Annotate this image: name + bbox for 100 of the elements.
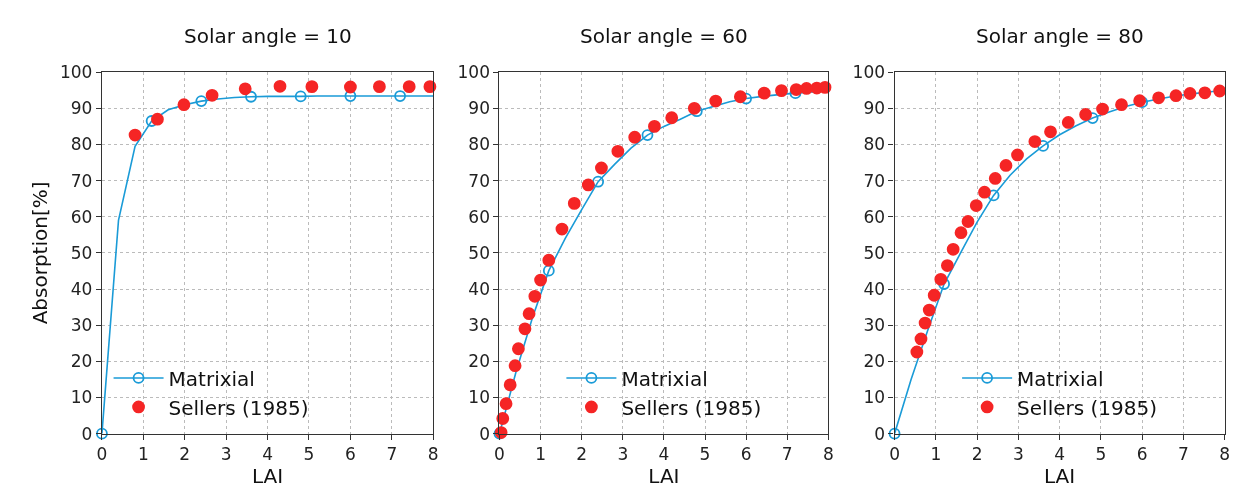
chart-title: Solar angle = 80 [976,24,1144,48]
point [961,215,975,228]
x-tick-label: 5 [1095,444,1107,465]
x-tick-label: 6 [740,444,752,465]
point [757,86,771,100]
point [503,378,517,392]
point [534,273,547,287]
point [344,80,357,94]
point [648,120,661,133]
point [96,427,108,440]
point [344,90,357,102]
point [818,80,832,94]
point [273,79,287,93]
legend-label: Matrixial [168,366,255,391]
y-tick-label: 20 [70,351,93,372]
point [927,288,941,302]
y-tick-label: 60 [863,206,886,227]
point [978,185,991,199]
point [1044,125,1057,139]
point [151,112,164,126]
y-tick-label: 10 [863,387,886,408]
point [1198,86,1212,100]
point [789,83,803,96]
legend-label: Sellers (1985) [168,395,309,420]
y-tick-label: 50 [70,242,93,263]
point [1086,112,1099,124]
point [999,159,1013,172]
point [128,128,142,142]
chart-title: Solar angle = 10 [184,24,352,48]
legend-label: Sellers (1985) [1017,395,1158,420]
point [205,88,219,102]
y-tick-label: 60 [70,206,93,227]
y-tick-label: 90 [863,98,886,119]
y-tick-label: 40 [468,279,490,300]
x-tick-label: 8 [822,444,834,465]
y-tick-label: 40 [70,279,93,300]
x-tick-label: 2 [971,444,983,465]
y-tick-label: 0 [81,423,93,444]
point [402,80,416,94]
point [946,242,960,256]
point [1115,98,1128,112]
point [1028,135,1042,148]
x-tick-label: 2 [576,444,588,465]
point [1037,140,1050,152]
point [709,94,723,108]
point [940,259,954,272]
y-tick-label: 70 [70,170,93,191]
y-tick-label: 40 [863,279,886,300]
point [1011,148,1024,162]
point [555,222,569,236]
point [1061,116,1075,129]
x-tick-label: 7 [781,444,793,465]
point [1169,89,1183,103]
point [938,278,950,290]
point [687,101,701,115]
x-tick-label: 5 [699,444,711,465]
point [987,189,1000,202]
y-tick-label: 80 [70,134,93,155]
x-axis-title: LAI [648,464,680,489]
y-tick-label: 50 [468,242,490,263]
x-tick-label: 3 [1012,444,1024,465]
point [628,130,642,144]
point [499,397,513,411]
point [1183,87,1197,100]
point [238,82,252,96]
point [910,345,924,359]
x-tick-label: 7 [1177,444,1189,465]
y-tick-label: 30 [468,315,490,336]
x-axis-title: LAI [1044,464,1076,489]
x-tick-label: 6 [344,444,356,465]
y-tick-label: 30 [70,315,93,336]
point [918,316,932,330]
y-tick-label: 100 [457,62,490,83]
point [592,175,605,188]
point [508,359,522,373]
point [733,90,747,104]
y-tick-label: 50 [863,242,886,263]
y-tick-label: 100 [852,62,886,83]
point [969,199,983,212]
point [195,95,208,107]
legend-label: Matrixial [1017,366,1104,391]
y-axis-title: Absorption[%] [28,181,53,325]
y-tick-label: 20 [468,351,490,372]
point [528,289,542,303]
point [1152,91,1166,105]
x-tick-label: 1 [137,444,149,465]
point [423,80,437,94]
point [775,84,788,98]
x-tick-label: 5 [303,444,315,465]
x-tick-label: 8 [1219,444,1231,465]
point [922,303,936,317]
point [512,342,525,356]
y-tick-label: 0 [479,423,490,444]
x-tick-label: 3 [617,444,629,465]
x-tick-label: 4 [262,444,273,465]
point [641,129,654,141]
x-tick-label: 2 [179,444,191,465]
y-tick-label: 100 [59,62,93,83]
y-tick-label: 70 [863,170,886,191]
y-tick-label: 90 [468,98,490,119]
